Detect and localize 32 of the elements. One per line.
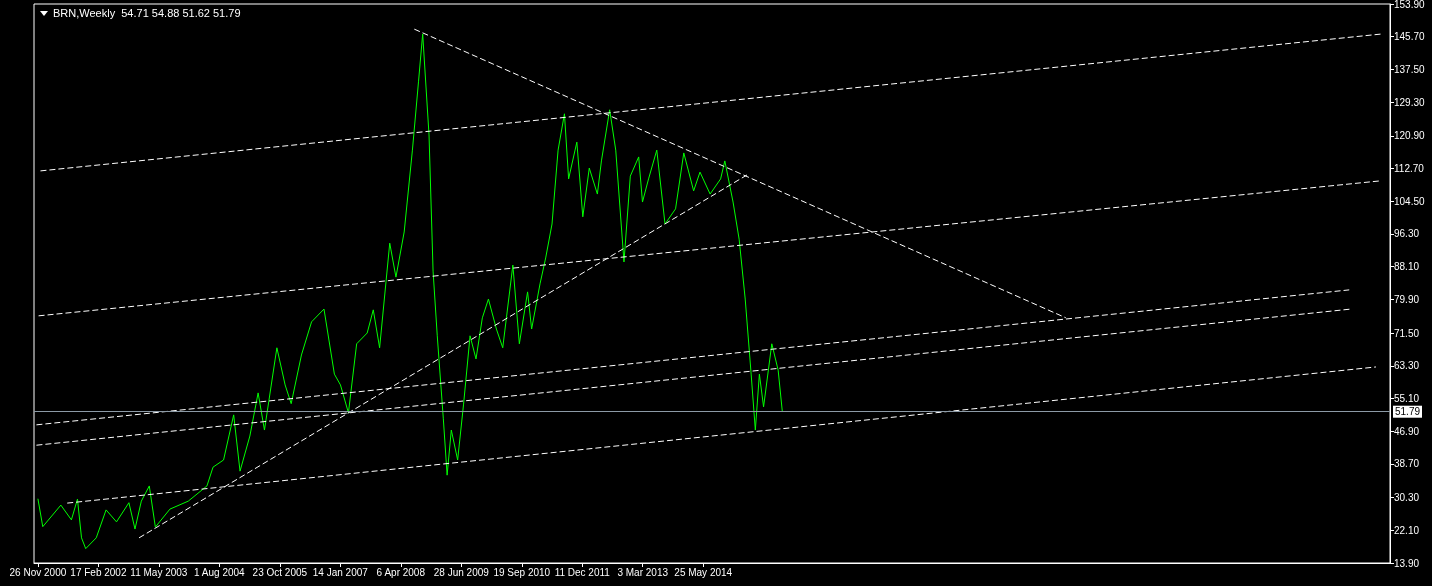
x-tick-label: 1 Aug 2004 [194,566,246,578]
x-tick-label: 23 Oct 2005 [252,566,308,578]
y-tick-label: 79.90 [1394,293,1420,305]
y-tick-label: 137.50 [1394,63,1426,75]
x-tick-label: 28 Jun 2009 [433,566,490,578]
y-tick-label: 145.70 [1394,31,1426,43]
y-tick-label: 120.90 [1394,130,1426,142]
x-tick-label: 6 Apr 2008 [376,566,426,578]
x-tick-label: 19 Sep 2010 [493,566,551,578]
y-tick-label: 22.10 [1394,524,1420,536]
x-tick-label: 3 Mar 2013 [617,566,669,578]
x-tick-label: 11 Dec 2011 [554,566,611,578]
y-tick-label: 112.70 [1394,163,1425,175]
x-tick-label: 11 May 2003 [130,566,188,578]
y-tick-label: 96.30 [1394,228,1420,240]
ref-line-label: 51.79 [1395,406,1421,418]
y-tick-label: 104.50 [1394,195,1426,207]
y-tick-label: 55.10 [1394,392,1420,404]
y-tick-label: 46.90 [1394,425,1420,437]
y-tick-label: 38.70 [1394,458,1420,470]
y-tick-label: 13.90 [1394,557,1420,569]
y-tick-label: 71.50 [1394,327,1420,339]
y-tick-label: 88.10 [1394,261,1420,273]
x-tick-label: 26 Nov 2000 [9,566,67,578]
chart-title: BRN,Weekly 54.71 54.88 51.62 51.79 [53,7,241,19]
x-tick-label: 17 Feb 2002 [70,566,127,578]
y-tick-label: 153.90 [1394,0,1426,10]
x-tick-label: 25 May 2014 [674,566,733,578]
y-tick-label: 129.30 [1394,96,1426,108]
y-tick-label: 30.30 [1394,492,1420,504]
y-tick-label: 63.30 [1394,360,1420,372]
x-tick-label: 14 Jan 2007 [312,566,369,578]
